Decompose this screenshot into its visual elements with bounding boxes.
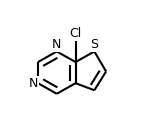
Text: N: N [29,77,38,90]
Text: S: S [90,39,98,51]
Text: N: N [52,39,61,51]
Text: Cl: Cl [69,27,82,40]
